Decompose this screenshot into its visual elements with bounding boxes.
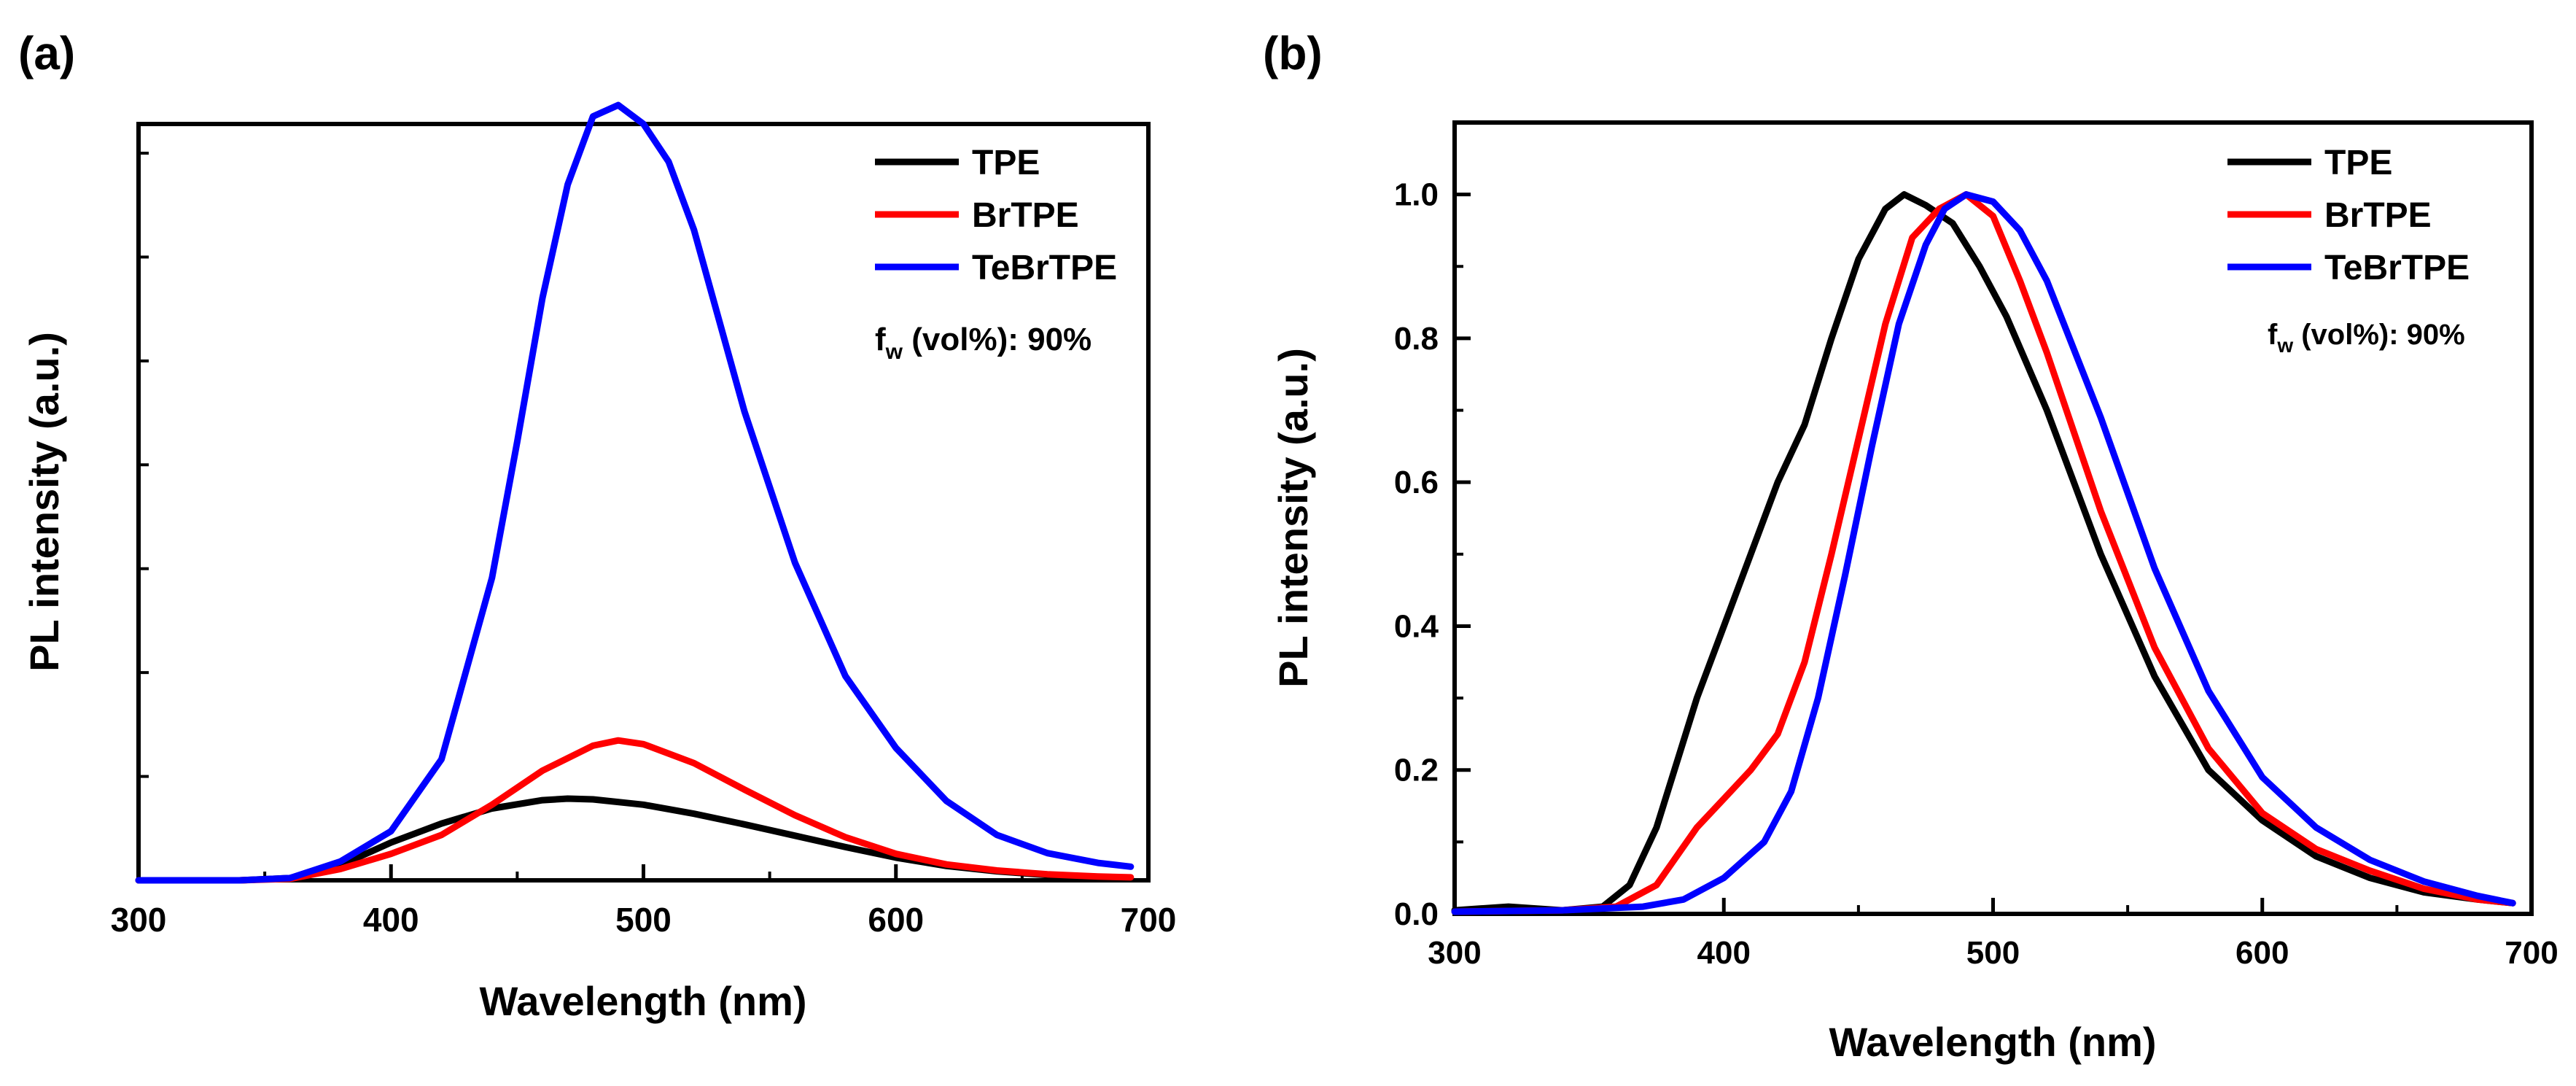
annotation-sub: w <box>2276 334 2293 357</box>
annotation-main: f <box>875 322 886 357</box>
y-tick-label: 1.0 <box>1394 177 1439 213</box>
y-axis-label: PL intensity (a.u.) <box>1270 348 1316 688</box>
panel-b: (b) 0.0 0.2 0.4 0.6 0.8 1.0 300 400 500 600 700 W… <box>1263 27 2559 1065</box>
series-line-tebrtpe <box>1451 191 2516 915</box>
series-line-tebrtpe <box>135 101 1135 884</box>
series-line-brtpe <box>1451 191 2516 915</box>
legend-label-tebrtpe: TeBrTPE <box>2324 249 2470 287</box>
y-tick-label: 0.6 <box>1394 465 1439 500</box>
legend-label-brtpe: BrTPE <box>2324 196 2432 235</box>
legend-label-tebrtpe: TeBrTPE <box>972 249 1117 287</box>
annotation: fw (vol%): 90% <box>875 322 1092 364</box>
x-ticks: 300 400 500 600 700 <box>111 864 1177 939</box>
x-tick-label: 300 <box>1428 935 1481 971</box>
x-tick-label: 600 <box>2235 935 2289 971</box>
annotation-rest: (vol%): 90% <box>903 322 1092 357</box>
plot-frame <box>136 122 1151 883</box>
annotation: fw (vol%): 90% <box>2268 319 2465 357</box>
panel-label: (a) <box>18 27 75 79</box>
y-tick-label: 0.8 <box>1394 321 1439 357</box>
x-axis-label: Wavelength (nm) <box>479 978 806 1024</box>
legend: TPE BrTPE TeBrTPE <box>875 144 1117 287</box>
x-tick-label: 500 <box>1966 935 2020 971</box>
legend-label-brtpe: BrTPE <box>972 196 1079 235</box>
legend-label-tpe: TPE <box>972 144 1040 182</box>
y-tick-label: 0.4 <box>1394 608 1439 644</box>
y-ticks <box>139 152 149 882</box>
x-axis-label: Wavelength (nm) <box>1829 1019 2156 1065</box>
panel-a: (a) 300 400 500 600 700 Wavelength (nm) PL i… <box>18 27 1176 1024</box>
legend-label-tpe: TPE <box>2324 144 2392 182</box>
panel-label: (b) <box>1263 27 1323 79</box>
x-tick-label: 400 <box>1697 935 1751 971</box>
x-tick-label: 500 <box>615 901 672 939</box>
series-line-brtpe <box>135 737 1135 884</box>
x-tick-label: 600 <box>868 901 924 939</box>
series-line-tpe <box>1451 191 2516 914</box>
x-ticks: 300 400 500 600 700 <box>1428 898 2559 971</box>
x-tick-label: 700 <box>1121 901 1177 939</box>
series-lines <box>135 101 1135 884</box>
plot-frame <box>1452 120 2534 916</box>
annotation-sub: w <box>885 340 903 364</box>
x-tick-label: 700 <box>2505 935 2558 971</box>
legend: TPE BrTPE TeBrTPE <box>2227 144 2470 287</box>
annotation-main: f <box>2268 319 2278 351</box>
series-lines <box>1451 191 2516 915</box>
y-tick-label: 0.0 <box>1394 896 1439 932</box>
y-ticks: 0.0 0.2 0.4 0.6 0.8 1.0 <box>1394 177 1471 932</box>
x-tick-label: 300 <box>111 901 167 939</box>
annotation-rest: (vol%): 90% <box>2293 319 2465 351</box>
x-tick-label: 400 <box>363 901 419 939</box>
y-tick-label: 0.2 <box>1394 753 1439 788</box>
y-axis-label: PL intensity (a.u.) <box>21 332 67 672</box>
